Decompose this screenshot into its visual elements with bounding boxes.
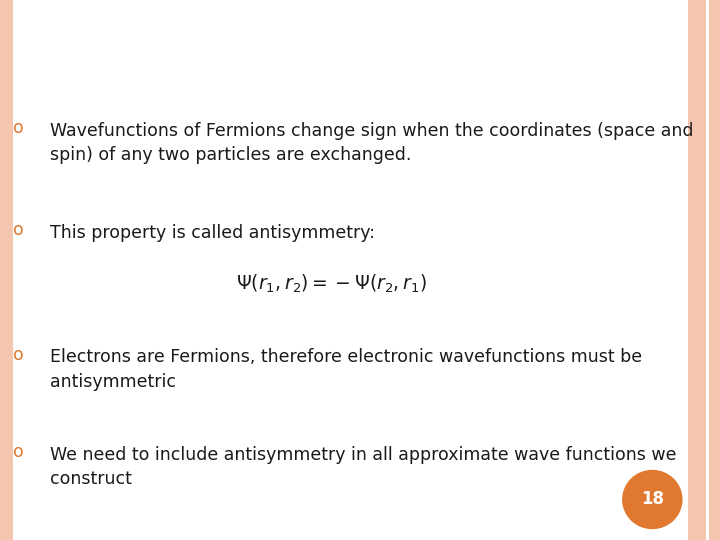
Text: o: o xyxy=(13,443,23,461)
Ellipse shape xyxy=(622,470,683,529)
Text: o: o xyxy=(13,221,23,239)
Text: o: o xyxy=(13,346,23,363)
Bar xyxy=(688,0,706,540)
Text: Wavefunctions of Fermions change sign when the coordinates (space and
spin) of a: Wavefunctions of Fermions change sign wh… xyxy=(50,122,694,164)
Text: 18: 18 xyxy=(641,490,664,509)
Text: $\Psi(r_1,r_2) = -\Psi(r_2,r_1)$: $\Psi(r_1,r_2) = -\Psi(r_2,r_1)$ xyxy=(235,272,427,295)
Text: o: o xyxy=(13,119,23,137)
Text: This property is called antisymmetry:: This property is called antisymmetry: xyxy=(50,224,375,242)
Text: Electrons are Fermions, therefore electronic wavefunctions must be
antisymmetric: Electrons are Fermions, therefore electr… xyxy=(50,348,642,390)
Text: We need to include antisymmetry in all approximate wave functions we
construct: We need to include antisymmetry in all a… xyxy=(50,446,677,488)
Bar xyxy=(709,0,720,540)
Bar xyxy=(0,0,13,540)
